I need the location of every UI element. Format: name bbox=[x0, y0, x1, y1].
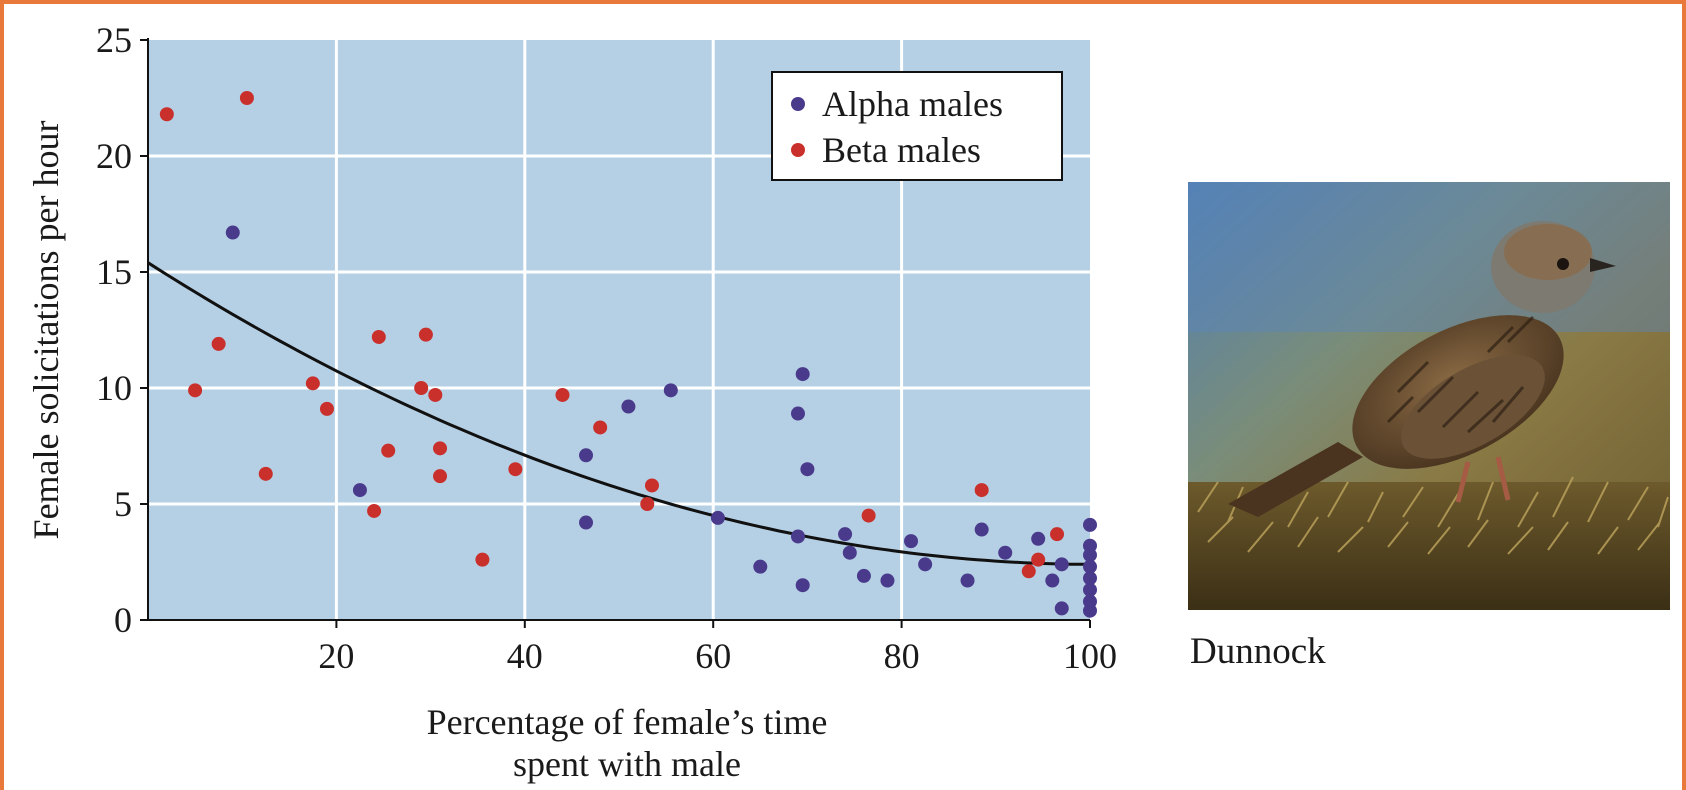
legend-swatch bbox=[791, 97, 805, 111]
tick-labels: 0 5 10 15 20 25 20 40 60 80 100 bbox=[96, 20, 1117, 676]
point-alpha-males bbox=[842, 545, 857, 560]
point-beta-males bbox=[211, 336, 226, 351]
point-alpha-males bbox=[1083, 559, 1097, 574]
y-tick-label: 25 bbox=[96, 20, 132, 60]
y-tick-label: 15 bbox=[96, 252, 132, 292]
point-beta-males bbox=[258, 466, 273, 481]
point-beta-males bbox=[1031, 552, 1046, 567]
x-axis-label-line: Percentage of female’s time bbox=[427, 702, 828, 742]
point-alpha-males bbox=[1083, 603, 1097, 618]
point-beta-males bbox=[433, 441, 448, 456]
legend-box bbox=[771, 71, 1063, 181]
point-alpha-males bbox=[1045, 573, 1060, 588]
legend-label: Beta males bbox=[822, 130, 981, 170]
point-alpha-males bbox=[352, 483, 367, 498]
y-tick-label: 0 bbox=[114, 600, 132, 640]
point-alpha-males bbox=[663, 383, 678, 398]
data-points bbox=[159, 91, 1097, 618]
point-alpha-males bbox=[1083, 517, 1097, 532]
point-beta-males bbox=[508, 462, 523, 477]
point-alpha-males bbox=[1054, 557, 1069, 572]
point-alpha-males bbox=[790, 529, 805, 544]
x-tick-label: 80 bbox=[884, 636, 920, 676]
point-alpha-males bbox=[710, 510, 725, 525]
point-alpha-males bbox=[621, 399, 636, 414]
point-beta-males bbox=[188, 383, 203, 398]
y-tick-label: 5 bbox=[114, 484, 132, 524]
y-axis-label: Female solicitations per hour bbox=[26, 121, 66, 540]
point-alpha-males bbox=[1083, 571, 1097, 586]
point-alpha-males bbox=[579, 448, 594, 463]
point-beta-males bbox=[593, 420, 608, 435]
x-tick-label: 40 bbox=[507, 636, 543, 676]
point-beta-males bbox=[1021, 564, 1036, 579]
point-beta-males bbox=[974, 483, 989, 498]
x-tick-label: 60 bbox=[695, 636, 731, 676]
legend: Alpha males Beta males bbox=[771, 71, 1063, 181]
point-beta-males bbox=[640, 497, 655, 511]
x-tick-label: 100 bbox=[1063, 636, 1117, 676]
bird bbox=[1228, 221, 1616, 517]
point-alpha-males bbox=[998, 545, 1013, 560]
fit-curve bbox=[147, 261, 1090, 566]
point-beta-males bbox=[367, 503, 382, 518]
point-beta-males bbox=[644, 478, 659, 493]
point-alpha-males bbox=[904, 534, 919, 549]
point-alpha-males bbox=[960, 573, 975, 588]
point-alpha-males bbox=[1031, 531, 1046, 546]
point-alpha-males bbox=[795, 578, 810, 593]
point-alpha-males bbox=[1083, 582, 1097, 597]
point-beta-males bbox=[371, 329, 386, 344]
point-alpha-males bbox=[974, 522, 989, 537]
point-alpha-males bbox=[880, 573, 895, 588]
legend-label: Alpha males bbox=[822, 84, 1003, 124]
point-beta-males bbox=[428, 387, 443, 402]
point-alpha-males bbox=[1054, 601, 1069, 616]
point-alpha-males bbox=[1083, 548, 1097, 563]
dunnock-photo bbox=[1188, 182, 1670, 610]
point-beta-males bbox=[1050, 527, 1065, 542]
x-tick-label: 20 bbox=[318, 636, 354, 676]
point-beta-males bbox=[239, 91, 254, 105]
point-beta-males bbox=[414, 381, 429, 395]
y-tick-label: 10 bbox=[96, 368, 132, 408]
photo-caption: Dunnock bbox=[1190, 631, 1326, 672]
legend-swatch bbox=[791, 143, 805, 157]
point-alpha-males bbox=[579, 515, 594, 530]
point-beta-males bbox=[381, 443, 396, 458]
point-alpha-males bbox=[795, 367, 810, 382]
point-beta-males bbox=[475, 552, 490, 567]
x-axis-label-line: spent with male bbox=[513, 744, 741, 784]
fit-curve-layer bbox=[147, 261, 1090, 566]
axis-labels: Female solicitations per hour Percentage … bbox=[26, 121, 827, 784]
y-tick-label: 20 bbox=[96, 136, 132, 176]
point-beta-males bbox=[319, 401, 334, 416]
point-alpha-males bbox=[918, 557, 933, 572]
point-alpha-males bbox=[753, 559, 768, 574]
point-alpha-males bbox=[856, 568, 871, 583]
point-alpha-males bbox=[225, 225, 240, 240]
point-beta-males bbox=[159, 107, 174, 122]
point-beta-males bbox=[861, 508, 876, 523]
point-alpha-males bbox=[838, 527, 853, 542]
point-beta-males bbox=[555, 387, 570, 402]
axes bbox=[140, 38, 1091, 628]
point-beta-males bbox=[433, 469, 448, 484]
point-alpha-males bbox=[790, 406, 805, 421]
point-alpha-males bbox=[800, 462, 815, 477]
point-beta-males bbox=[305, 376, 320, 391]
point-beta-males bbox=[418, 327, 433, 342]
